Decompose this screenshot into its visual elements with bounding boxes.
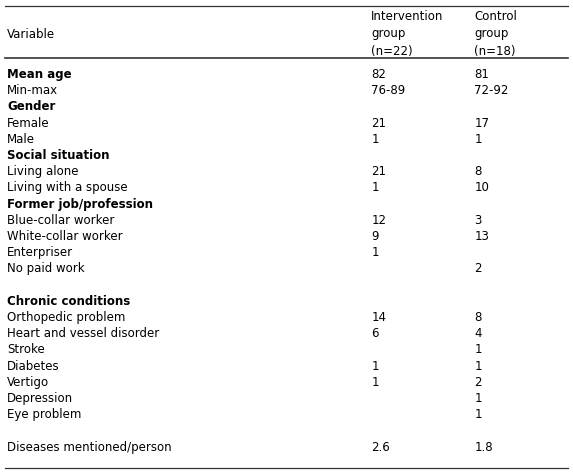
Text: 1: 1 — [371, 181, 379, 194]
Text: 2: 2 — [474, 262, 482, 276]
Text: 1: 1 — [371, 246, 379, 259]
Text: Living alone: Living alone — [7, 165, 79, 178]
Text: Blue-collar worker: Blue-collar worker — [7, 214, 114, 227]
Text: Diseases mentioned/person: Diseases mentioned/person — [7, 441, 171, 454]
Text: 17: 17 — [474, 116, 489, 130]
Text: Gender: Gender — [7, 100, 55, 114]
Text: Control
group
(n=18): Control group (n=18) — [474, 10, 517, 58]
Text: 1: 1 — [474, 408, 482, 421]
Text: Min-max: Min-max — [7, 84, 58, 97]
Text: No paid work: No paid work — [7, 262, 84, 276]
Text: Variable: Variable — [7, 28, 55, 40]
Text: Diabetes: Diabetes — [7, 360, 60, 372]
Text: Eye problem: Eye problem — [7, 408, 81, 421]
Text: 1: 1 — [371, 376, 379, 389]
Text: Heart and vessel disorder: Heart and vessel disorder — [7, 327, 159, 340]
Text: 21: 21 — [371, 116, 386, 130]
Text: 1: 1 — [474, 133, 482, 146]
Text: Depression: Depression — [7, 392, 73, 405]
Text: 82: 82 — [371, 68, 386, 81]
Text: 2.6: 2.6 — [371, 441, 390, 454]
Text: 8: 8 — [474, 311, 482, 324]
Text: 6: 6 — [371, 327, 379, 340]
Text: 13: 13 — [474, 230, 489, 243]
Text: 1: 1 — [474, 360, 482, 372]
Text: Intervention
group
(n=22): Intervention group (n=22) — [371, 10, 444, 58]
Text: 8: 8 — [474, 165, 482, 178]
Text: 3: 3 — [474, 214, 482, 227]
Text: Orthopedic problem: Orthopedic problem — [7, 311, 125, 324]
Text: 9: 9 — [371, 230, 379, 243]
Text: Living with a spouse: Living with a spouse — [7, 181, 128, 194]
Text: White-collar worker: White-collar worker — [7, 230, 123, 243]
Text: Mean age: Mean age — [7, 68, 72, 81]
Text: Stroke: Stroke — [7, 343, 45, 356]
Text: Vertigo: Vertigo — [7, 376, 49, 389]
Text: 72-92: 72-92 — [474, 84, 509, 97]
Text: Former job/profession: Former job/profession — [7, 198, 153, 210]
Text: 1: 1 — [371, 360, 379, 372]
Text: Chronic conditions: Chronic conditions — [7, 295, 130, 308]
Text: 81: 81 — [474, 68, 489, 81]
Text: Social situation: Social situation — [7, 149, 109, 162]
Text: 12: 12 — [371, 214, 386, 227]
Text: 1: 1 — [371, 133, 379, 146]
Text: 2: 2 — [474, 376, 482, 389]
Text: Female: Female — [7, 116, 49, 130]
Text: 21: 21 — [371, 165, 386, 178]
Text: 4: 4 — [474, 327, 482, 340]
Text: Male: Male — [7, 133, 35, 146]
Text: 1: 1 — [474, 392, 482, 405]
Text: 1: 1 — [474, 343, 482, 356]
Text: 76-89: 76-89 — [371, 84, 406, 97]
Text: 10: 10 — [474, 181, 489, 194]
Text: Enterpriser: Enterpriser — [7, 246, 73, 259]
Text: 14: 14 — [371, 311, 386, 324]
Text: 1.8: 1.8 — [474, 441, 493, 454]
